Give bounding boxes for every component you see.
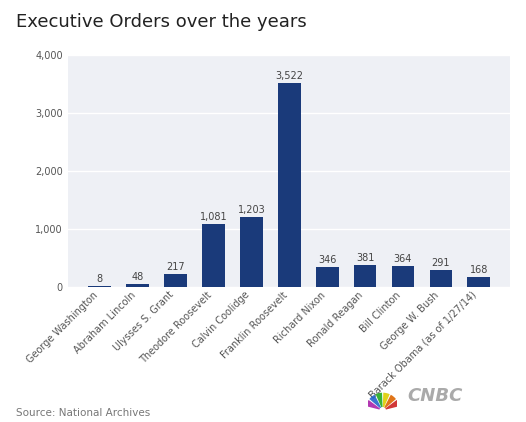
Bar: [316, 267, 339, 287]
Text: 8: 8: [97, 274, 103, 284]
Bar: [164, 274, 187, 287]
Bar: [353, 265, 377, 287]
Bar: [468, 277, 490, 287]
Wedge shape: [376, 393, 382, 410]
Text: 1,081: 1,081: [200, 212, 227, 222]
Circle shape: [380, 408, 385, 413]
Text: 291: 291: [432, 258, 450, 268]
Text: 346: 346: [318, 255, 337, 265]
Bar: [202, 224, 225, 287]
Wedge shape: [382, 395, 396, 410]
Bar: [278, 83, 301, 287]
Text: Source: National Archives: Source: National Archives: [16, 408, 150, 418]
Text: 48: 48: [132, 272, 144, 282]
Text: 1,203: 1,203: [238, 205, 265, 215]
Text: Executive Orders over the years: Executive Orders over the years: [16, 13, 307, 31]
Wedge shape: [382, 393, 390, 410]
Text: 3,522: 3,522: [275, 70, 304, 81]
Text: 381: 381: [356, 253, 375, 263]
Bar: [392, 266, 414, 287]
Text: 217: 217: [166, 262, 185, 272]
Text: CNBC: CNBC: [408, 387, 463, 405]
Text: 168: 168: [470, 265, 488, 275]
Text: 364: 364: [394, 254, 412, 264]
Bar: [126, 284, 149, 287]
Bar: [240, 217, 263, 287]
Wedge shape: [366, 400, 382, 410]
Wedge shape: [382, 400, 400, 410]
Wedge shape: [369, 395, 382, 410]
Bar: [430, 270, 452, 287]
